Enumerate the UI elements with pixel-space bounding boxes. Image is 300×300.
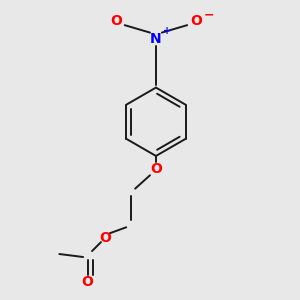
Text: O: O xyxy=(190,14,202,28)
Text: O: O xyxy=(150,162,162,176)
Text: O: O xyxy=(82,275,94,289)
Text: N: N xyxy=(150,32,162,46)
Text: O: O xyxy=(110,14,122,28)
Text: −: − xyxy=(204,9,215,22)
Text: +: + xyxy=(163,26,171,36)
Text: O: O xyxy=(100,231,111,245)
